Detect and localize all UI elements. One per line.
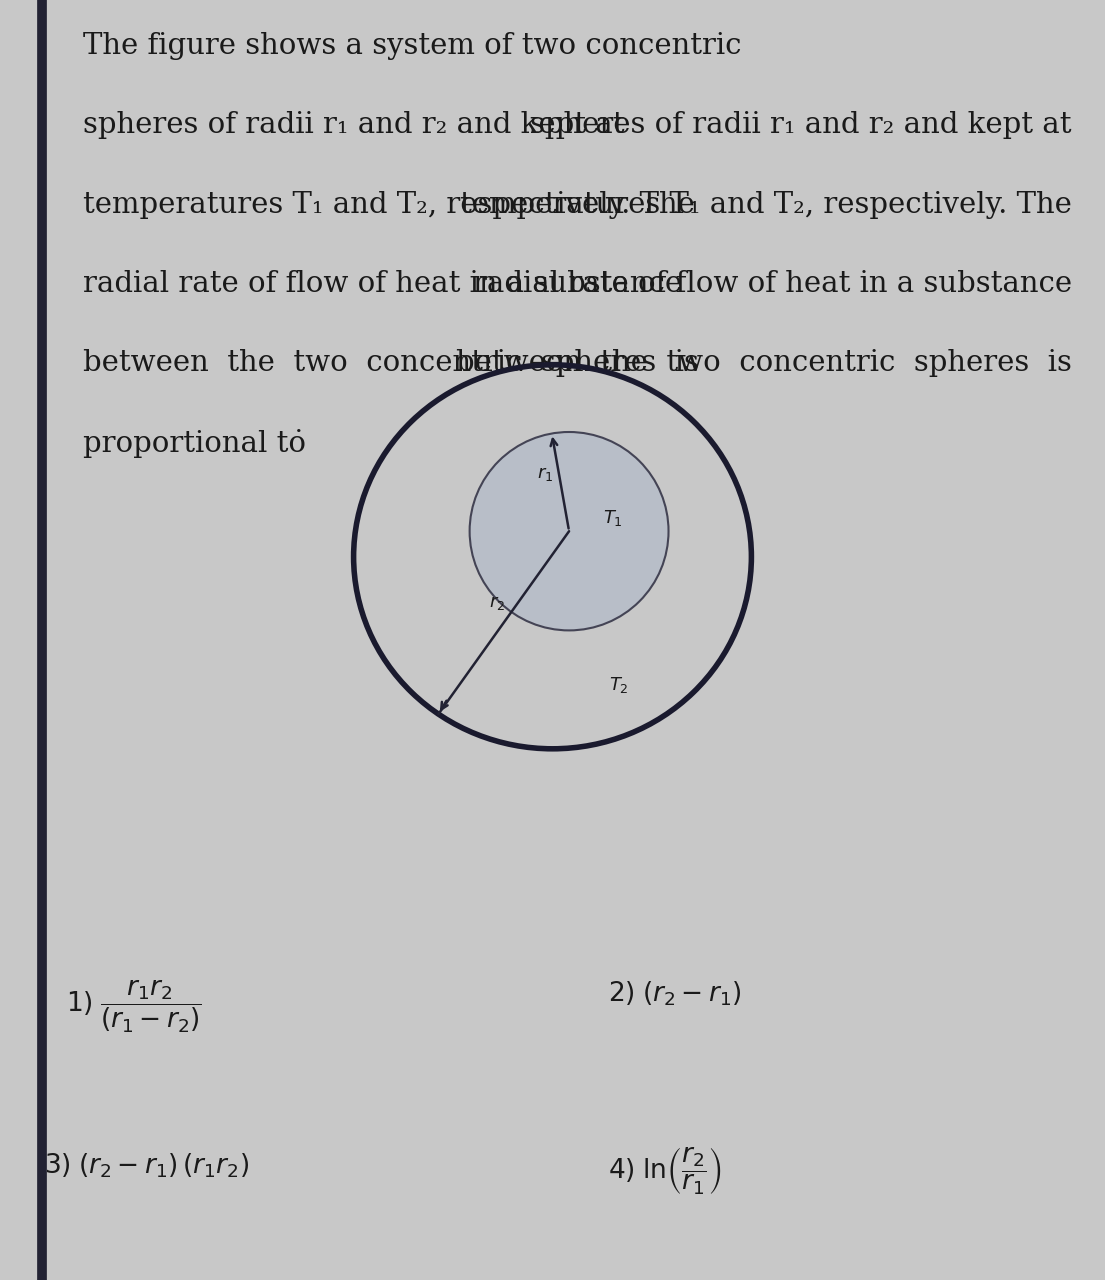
Text: $r_1$: $r_1$ (537, 465, 552, 483)
Text: $1)\;\dfrac{r_1 r_2}{(r_1 - r_2)}$: $1)\;\dfrac{r_1 r_2}{(r_1 - r_2)}$ (66, 979, 202, 1036)
Text: The figure shows a system of two concentric: The figure shows a system of two concent… (83, 32, 741, 60)
Text: between  the  two  concentric  spheres  is: between the two concentric spheres is (83, 349, 698, 378)
Text: spheres of radii r₁ and r₂ and kept at: spheres of radii r₁ and r₂ and kept at (83, 111, 624, 140)
Text: $4)\;\ln\!\left(\dfrac{r_2}{r_1}\right)$: $4)\;\ln\!\left(\dfrac{r_2}{r_1}\right)$ (608, 1146, 722, 1197)
Text: $r_2$: $r_2$ (488, 594, 505, 612)
Text: radial rate of flow of heat in a substance: radial rate of flow of heat in a substan… (83, 270, 682, 298)
Text: $T_1$: $T_1$ (603, 508, 623, 529)
Text: proportional tȯ: proportional tȯ (83, 429, 306, 458)
Text: radial rate of flow of heat in a substance: radial rate of flow of heat in a substan… (473, 270, 1072, 298)
Text: $2)\;(r_2 - r_1)$: $2)\;(r_2 - r_1)$ (608, 979, 741, 1007)
Text: $T_2$: $T_2$ (609, 675, 629, 695)
Ellipse shape (470, 431, 669, 631)
Text: temperatures T₁ and T₂, respectively. The: temperatures T₁ and T₂, respectively. Th… (460, 191, 1072, 219)
Text: between  the  two  concentric  spheres  is: between the two concentric spheres is (456, 349, 1072, 378)
Text: spheres of radii r₁ and r₂ and kept at: spheres of radii r₁ and r₂ and kept at (530, 111, 1072, 140)
Text: temperatures T₁ and T₂, respectively. The: temperatures T₁ and T₂, respectively. Th… (83, 191, 695, 219)
Text: $3)\;(r_2 - r_1)\,(r_1 r_2)$: $3)\;(r_2 - r_1)\,(r_1 r_2)$ (44, 1152, 250, 1180)
